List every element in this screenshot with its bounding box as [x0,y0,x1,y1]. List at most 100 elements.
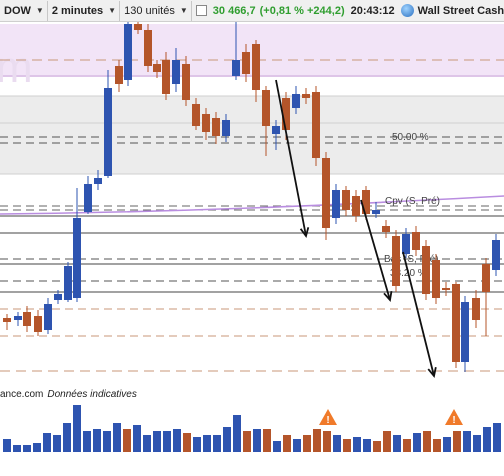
volume-bar [453,431,461,452]
volume-bar [13,445,21,452]
bear-candle [392,236,400,286]
volume-bar [433,439,441,452]
bear-candle [482,264,490,292]
volume-bar [203,435,211,452]
price-chart[interactable]: m 50.00 % 38.20 % Cpv (S, Pré) Bas (S, P… [0,22,504,452]
arrow-down-icon [360,199,393,302]
arrow-shaft [275,79,307,237]
dropdown-caret-icon: ▼ [108,6,117,15]
volume-bar [63,423,71,452]
volume-bar [3,439,11,452]
bear-candle [342,190,350,210]
bas-line-label: Bas (S, Pré) [384,254,438,265]
bear-candle [422,246,430,294]
volume-bar [23,445,31,452]
bear-candle [242,52,250,74]
cpv-line-label: Cpv (S, Pré) [385,196,440,207]
arrow-head [383,290,393,302]
bear-candle [452,284,460,362]
bull-candle [14,316,22,320]
timeframe-dropdown[interactable]: 2 minutes ▼ [48,0,121,21]
bear-candle [23,312,31,326]
volume-bar [413,433,421,452]
bull-candle [402,234,410,254]
volume-bar [333,435,341,452]
bear-candle [34,316,42,332]
quote-time: 20:43:12 [350,4,395,17]
volume-bar [133,425,141,452]
bull-candle [64,266,72,300]
bear-candle [472,298,480,320]
bull-candle [232,60,240,76]
last-price: 30 466,7 [212,4,256,17]
bear-candle [182,64,190,100]
symbol-label: DOW [4,4,31,17]
volume-bar [283,435,291,452]
bear-candle [302,94,310,98]
bull-candle [272,126,280,134]
volume-bar [183,433,191,452]
bull-candle [332,190,340,218]
arrow-head [299,227,310,239]
warning-triangle-icon: ! [319,409,337,426]
volume-bar [323,431,331,452]
arrow-shaft [360,199,391,301]
warning-shape [319,409,337,425]
bear-candle [382,226,390,232]
warning-triangle-icon: ! [445,409,463,426]
bull-candle [54,294,62,300]
volume-bar [103,431,111,452]
units-dropdown[interactable]: 130 unités ▼ [120,0,192,21]
bull-candle [292,94,300,108]
volume-bar [373,441,381,452]
arrow-down-icon [402,251,437,379]
bear-candle [312,92,320,158]
bull-candle [461,302,469,362]
bull-candle [73,218,81,298]
symbol-dropdown[interactable]: DOW ▼ [0,0,48,21]
warning-shape [445,409,463,425]
bull-candle [172,60,180,84]
bull-candle [44,304,52,330]
arrow-head [427,367,437,379]
units-label: 130 unités [124,4,175,17]
bear-candle [322,158,330,228]
volume-bar [33,443,41,452]
dropdown-caret-icon: ▼ [35,6,44,15]
bull-candle [372,210,380,214]
volume-bar [463,431,471,452]
volume-bar [73,405,81,452]
volume-bar [493,423,501,452]
volume-bar [483,427,491,452]
bear-candle [262,90,270,126]
globe-icon [400,4,414,17]
bear-candle [115,66,123,84]
bull-candle [222,120,230,136]
checkbox-icon[interactable] [195,5,207,16]
volume-bar [303,435,311,452]
volume-bar [173,429,181,452]
volume-bar [403,439,411,452]
volume-bar [43,433,51,452]
bear-candle [202,114,210,132]
bear-candle [162,60,170,94]
cpv-line [0,195,504,215]
warning-mark: ! [452,415,455,426]
bear-candle [432,260,440,298]
bull-candle [492,240,500,270]
instrument-name: Wall Street Cash [417,4,504,17]
volume-bar [93,429,101,452]
bull-candle [94,178,102,184]
bear-candle [134,24,142,30]
dropdown-caret-icon: ▼ [179,6,188,15]
quote-strip: 30 466,7 (+0,81 % +244,2) 20:43:12 Wall … [192,1,504,21]
bull-candle [104,88,112,176]
watermark: m [0,43,33,92]
volume-bar [83,431,91,452]
bear-candle [212,118,220,136]
volume-bar [423,431,431,452]
volume-bar [243,431,251,452]
volume-bar [443,437,451,452]
arrow-shaft [402,251,435,377]
